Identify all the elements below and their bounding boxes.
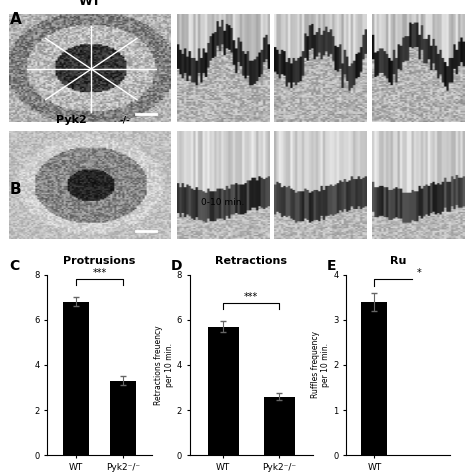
Title: Ru: Ru	[390, 256, 406, 266]
Text: D: D	[171, 259, 182, 273]
Text: -/-: -/-	[119, 116, 130, 125]
Text: *: *	[417, 268, 422, 278]
Text: B: B	[9, 182, 21, 198]
Title: Protrusions: Protrusions	[64, 256, 136, 266]
Y-axis label: Retractions freuency
per 10 min.: Retractions freuency per 10 min.	[155, 325, 174, 405]
Y-axis label: Ruffles frequency
per 10 min.: Ruffles frequency per 10 min.	[311, 331, 330, 399]
Title: Retractions: Retractions	[215, 256, 287, 266]
Text: WT: WT	[79, 0, 101, 8]
Text: Pyk2: Pyk2	[55, 115, 86, 125]
Text: 0-10 min.: 0-10 min.	[201, 198, 245, 207]
Bar	[63, 302, 89, 455]
Text: ***: ***	[92, 268, 107, 278]
Text: E: E	[327, 259, 337, 273]
Bar	[110, 381, 137, 455]
Bar	[264, 396, 295, 455]
Text: A: A	[9, 12, 21, 27]
Bar	[208, 327, 238, 455]
Text: ***: ***	[244, 292, 258, 302]
Bar	[361, 302, 387, 455]
Text: C: C	[9, 259, 20, 273]
